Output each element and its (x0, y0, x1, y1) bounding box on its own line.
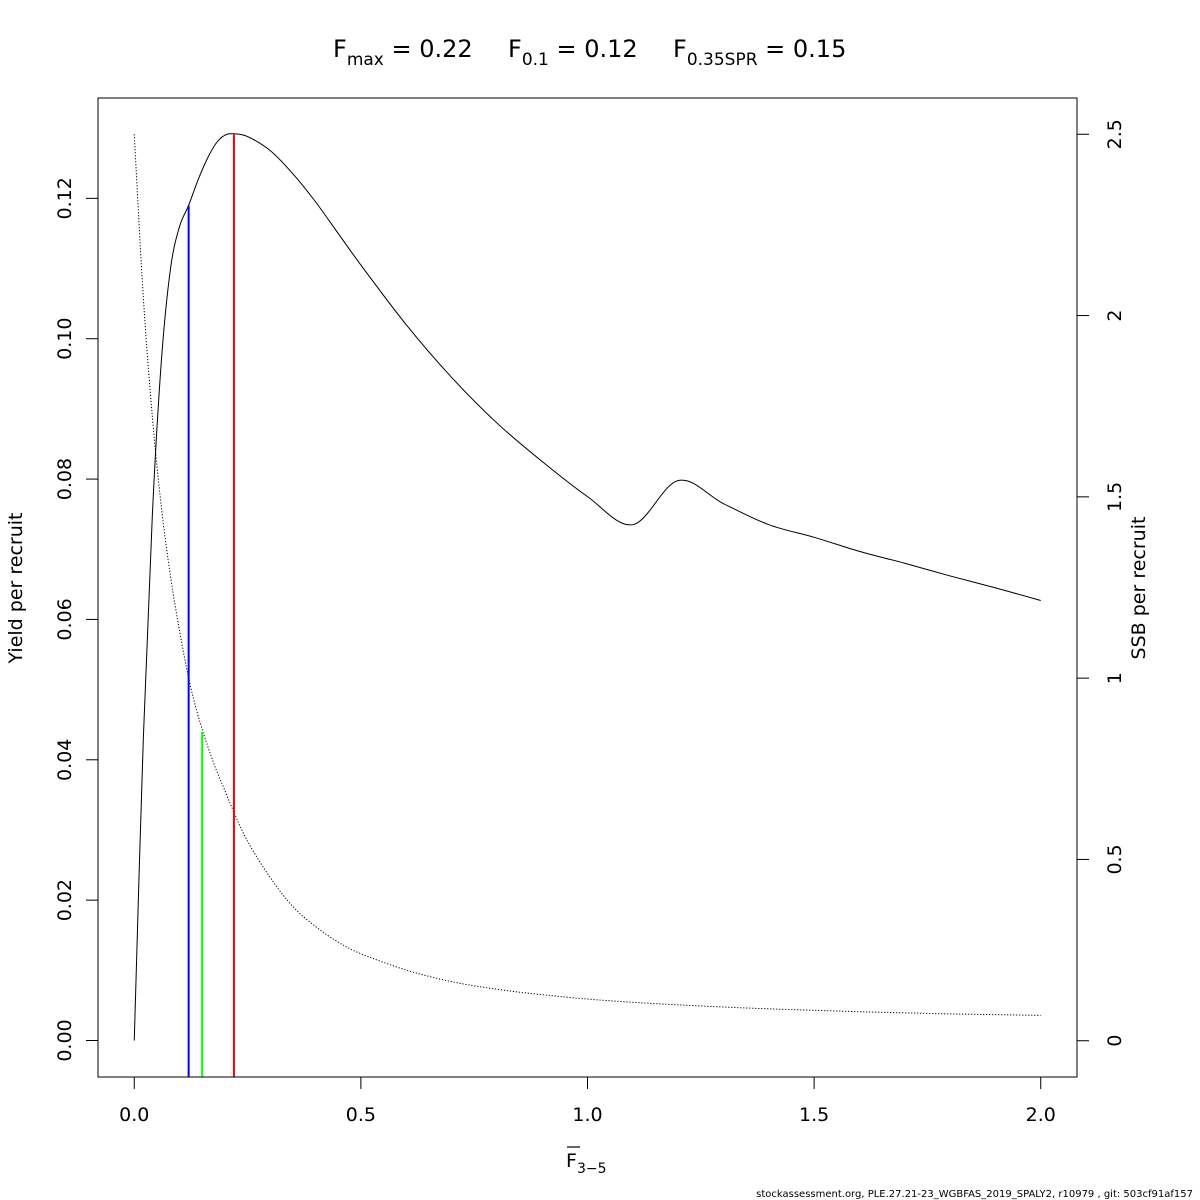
chart-title: Fmax = 0.22 F0.1 = 0.12 F0.35SPR = 0.15 (333, 35, 846, 70)
y2-axis-label: SSB per recruit (1128, 517, 1150, 660)
y-tick-label: 0.04 (54, 739, 76, 781)
reference-lines-layer (187, 133, 235, 1077)
y2-tick-label: 2 (1104, 310, 1126, 322)
y-tick-label: 0.00 (54, 1019, 76, 1061)
y2-tick-label: 0.5 (1104, 844, 1126, 874)
y2-tick-label: 0 (1104, 1035, 1126, 1047)
x-tick-label: 1.0 (572, 1104, 602, 1126)
x-axis-label: F3−5 (566, 1150, 606, 1177)
footer-credit: stockassessment.org, PLE.27.21-23_WGBFAS… (756, 1189, 1193, 1200)
y-tick-label: 0.08 (54, 458, 76, 500)
title-fmax: Fmax = 0.22 (333, 35, 473, 70)
x-tick-label: 0.0 (119, 1104, 149, 1126)
y-tick-label: 0.06 (54, 598, 76, 640)
y2-tick-label: 1 (1104, 672, 1126, 684)
y2-tick-label: 2.5 (1104, 119, 1126, 149)
y-tick-label: 0.02 (54, 879, 76, 921)
x-tick-label: 2.0 (1026, 1104, 1056, 1126)
yield-per-recruit-line (133, 133, 1041, 1041)
ssb-per-recruit-line (133, 134, 1041, 1016)
y-axis-right: 0 0.5 1 1.5 2 2.5 (1076, 119, 1126, 1047)
curves-layer (133, 133, 1041, 1041)
y2-tick-label: 1.5 (1104, 482, 1126, 512)
y-axis-label: Yield per recruit (5, 513, 27, 665)
x-tick-label: 1.5 (799, 1104, 829, 1126)
title-f01: F0.1 = 0.12 (508, 35, 638, 70)
plot-frame (97, 97, 1078, 1078)
x-axis: 0.0 0.5 1.0 1.5 2.0 (119, 1076, 1056, 1126)
title-fspr: F0.35SPR = 0.15 (673, 35, 846, 70)
y-tick-label: 0.12 (54, 177, 76, 219)
y-tick-label: 0.10 (54, 318, 76, 360)
y-axis-left: 0.00 0.02 0.04 0.06 0.08 0.10 0.12 (54, 177, 99, 1062)
x-tick-label: 0.5 (346, 1104, 376, 1126)
